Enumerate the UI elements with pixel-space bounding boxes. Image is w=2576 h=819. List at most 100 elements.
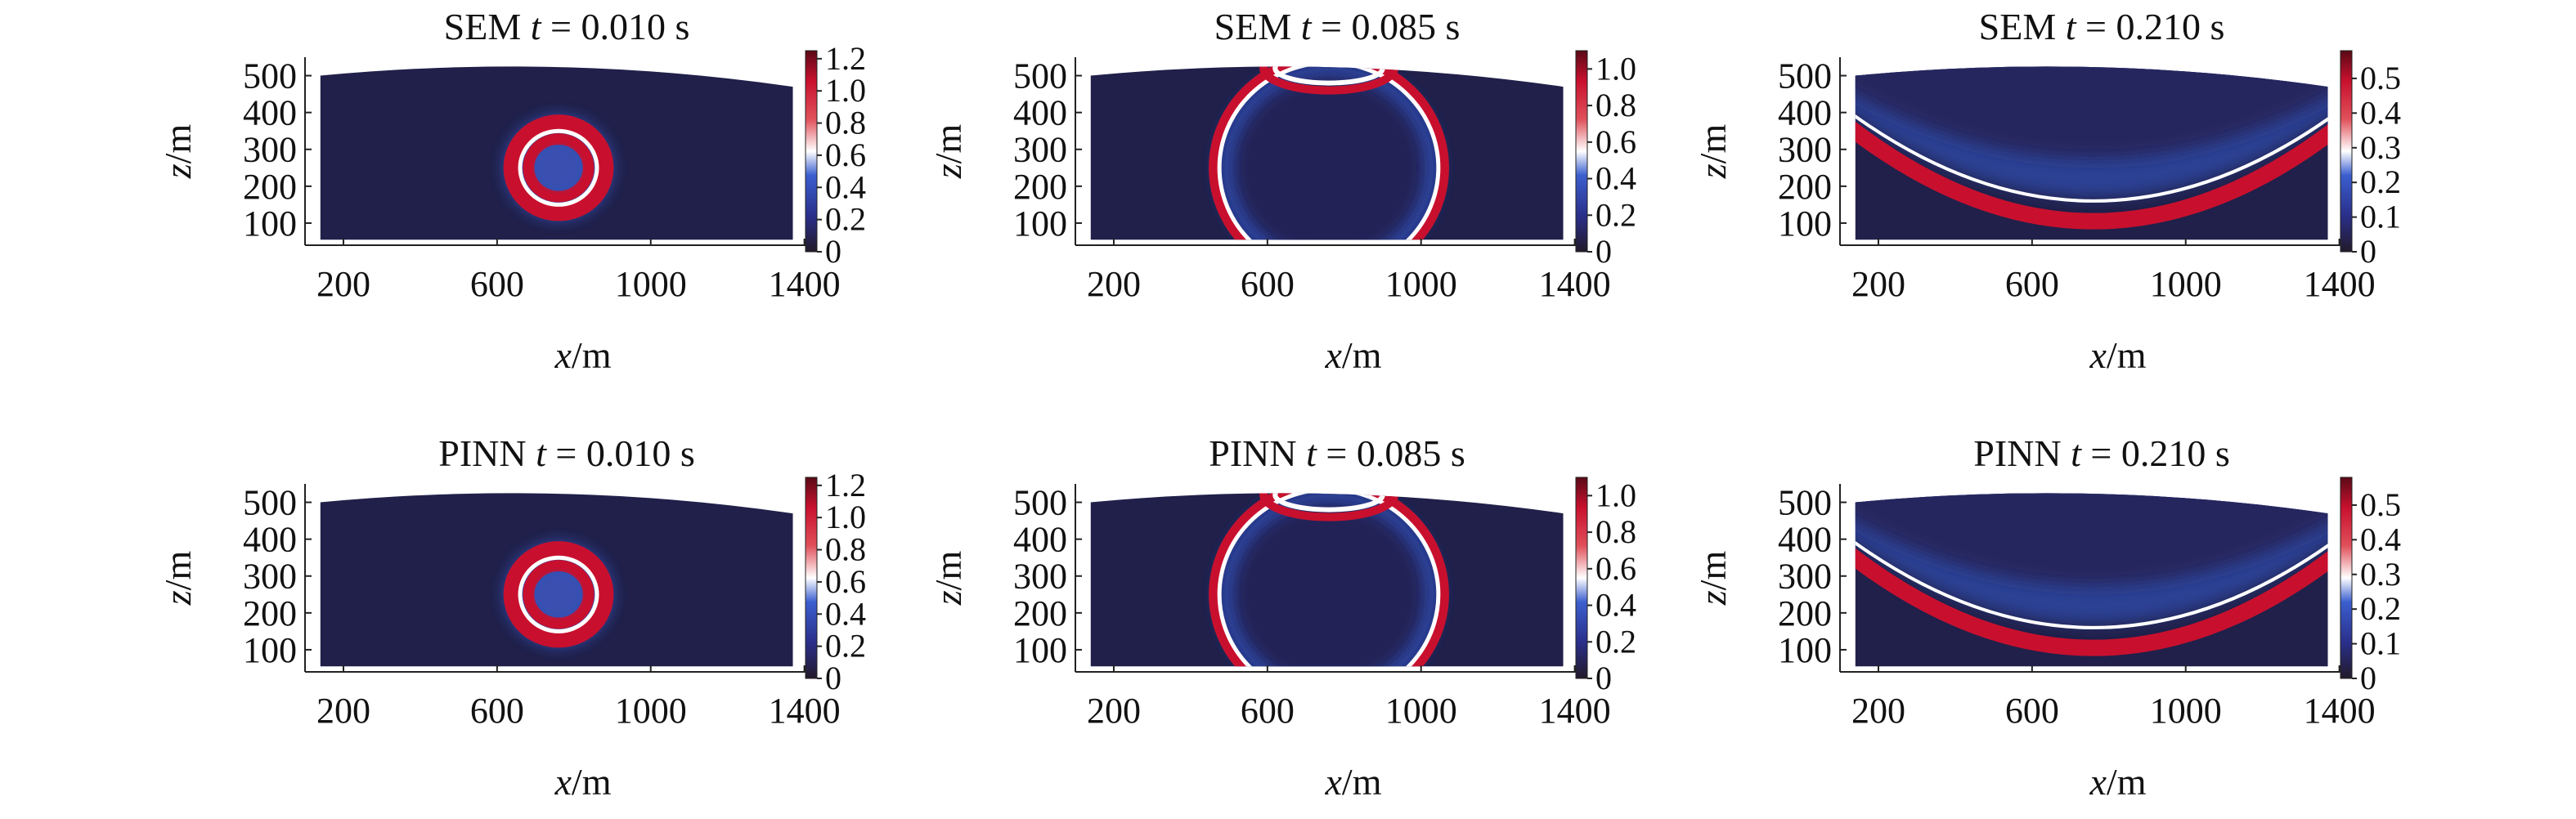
colorbar-tick-label: 0.5 <box>2360 60 2401 96</box>
wave-ring-inner <box>523 133 595 203</box>
x-tick-label: 1000 <box>615 691 687 731</box>
x-tick-label: 1400 <box>1539 264 1611 304</box>
y-tick-label: 500 <box>1778 483 1832 523</box>
x-tick-label: 200 <box>1851 691 1905 731</box>
colorbar-tick-label: 0.6 <box>825 563 866 600</box>
title-time-value: = 0.010 s <box>546 432 695 474</box>
y-tick-label: 500 <box>1013 56 1067 96</box>
y-tick-label: 200 <box>1778 167 1832 207</box>
x-tick-label: 200 <box>1087 264 1141 304</box>
title-time-var: t <box>531 6 542 47</box>
wave-front-white <box>1217 493 1441 667</box>
colorbar-tick-label: 0.6 <box>825 136 866 173</box>
panel-title: PINN t = 0.210 s <box>1973 432 2229 474</box>
title-time-value: = 0.210 s <box>2076 6 2225 47</box>
wave-interior <box>1232 75 1425 240</box>
y-tick-label: 200 <box>243 593 297 633</box>
wave-interior <box>1855 66 2328 159</box>
x-axis-label: x/m <box>554 761 612 803</box>
wave-ring-inner <box>523 560 595 629</box>
colorbar-tick-label: 0 <box>1595 233 1612 270</box>
colorbar-tick-label: 0.4 <box>825 595 866 632</box>
wave-ring-outer <box>503 114 614 222</box>
y-axis-label: z/m <box>1692 124 1734 180</box>
wavefield <box>503 541 614 648</box>
y-tick-label: 400 <box>1778 520 1832 560</box>
y-tick-label: 500 <box>1013 483 1067 523</box>
wave-core <box>537 574 580 615</box>
colorbar <box>805 50 818 253</box>
y-axis-label: z/m <box>157 124 199 180</box>
wave-ring-outer <box>503 541 614 648</box>
x-tick-label: 1000 <box>1385 691 1457 731</box>
y-tick-label: 100 <box>243 204 297 244</box>
y-tick-label: 300 <box>1778 130 1832 170</box>
title-time-var: t <box>2071 432 2082 474</box>
wave-front-white <box>1855 530 2328 629</box>
x-axis-label: x/m <box>1325 334 1382 376</box>
x-tick-label: 600 <box>2005 691 2059 731</box>
colorbar-tick-label: 0.4 <box>2360 94 2401 131</box>
wave-ring-white <box>518 555 599 633</box>
y-tick-label: 300 <box>1013 130 1067 170</box>
wave-front-white <box>1217 66 1441 240</box>
colorbar-tick-label: 1.0 <box>825 72 866 109</box>
colorbar-tick-label: 0.1 <box>2360 625 2401 662</box>
title-time-var: t <box>1306 432 1317 474</box>
title-time-var: t <box>536 432 547 474</box>
x-axis-label: x/m <box>1325 761 1382 803</box>
wave-ring-white <box>518 128 599 207</box>
wavefield <box>1209 66 1449 240</box>
y-tick-label: 200 <box>1013 593 1067 633</box>
y-tick-label: 300 <box>243 557 297 597</box>
x-axis-label: x/m <box>2089 334 2147 376</box>
y-tick-label: 300 <box>1013 557 1067 597</box>
y-tick-label: 200 <box>243 167 297 207</box>
colorbar-tick-label: 0.1 <box>2360 199 2401 235</box>
x-tick-label: 1000 <box>2150 691 2222 731</box>
x-tick-label: 600 <box>1241 264 1295 304</box>
x-tick-label: 200 <box>316 691 370 731</box>
y-tick-label: 200 <box>1013 167 1067 207</box>
y-axis-label: z/m <box>927 124 969 180</box>
colorbar-tick-label: 0 <box>2360 233 2376 270</box>
y-tick-label: 400 <box>243 520 297 560</box>
colorbar-tick-label: 0 <box>1595 660 1612 696</box>
colorbar-tick-label: 1.2 <box>825 467 866 503</box>
x-tick-label: 1400 <box>1539 691 1611 731</box>
y-axis-label: z/m <box>927 551 969 606</box>
title-time-value: = 0.010 s <box>541 6 690 47</box>
colorbar-tick-label: 0.8 <box>825 531 866 568</box>
wave-front-red <box>1209 493 1449 667</box>
wavefield <box>1855 493 2328 656</box>
wave-interior <box>1855 493 2328 585</box>
y-axis-label: z/m <box>1692 551 1734 606</box>
y-axis-label: z/m <box>157 551 199 606</box>
colorbar-tick-label: 0.2 <box>1595 196 1636 233</box>
title-method: PINN <box>1973 432 2071 474</box>
colorbar-tick-label: 0.2 <box>2360 590 2401 627</box>
title-time-value: = 0.085 s <box>1312 6 1461 47</box>
x-tick-label: 600 <box>1241 691 1295 731</box>
panel-title: PINN t = 0.085 s <box>1209 432 1465 474</box>
colorbar-tick-label: 0.2 <box>825 628 866 665</box>
colorbar-tick-label: 0.2 <box>825 201 866 238</box>
colorbar-tick-label: 0 <box>825 660 841 696</box>
title-method: SEM <box>1979 6 2066 47</box>
x-tick-label: 1000 <box>615 264 687 304</box>
wave-core <box>537 147 580 189</box>
colorbar <box>2340 477 2353 679</box>
colorbar <box>805 477 818 679</box>
wavefield <box>1209 493 1449 667</box>
y-tick-label: 100 <box>243 630 297 670</box>
colorbar-tick-label: 0.3 <box>2360 556 2401 593</box>
y-tick-label: 100 <box>1778 204 1832 244</box>
y-tick-label: 400 <box>1778 93 1832 133</box>
x-tick-label: 600 <box>2005 264 2059 304</box>
y-tick-label: 100 <box>1013 204 1067 244</box>
colorbar-tick-label: 0.2 <box>2360 163 2401 200</box>
x-axis-label: x/m <box>554 334 612 376</box>
